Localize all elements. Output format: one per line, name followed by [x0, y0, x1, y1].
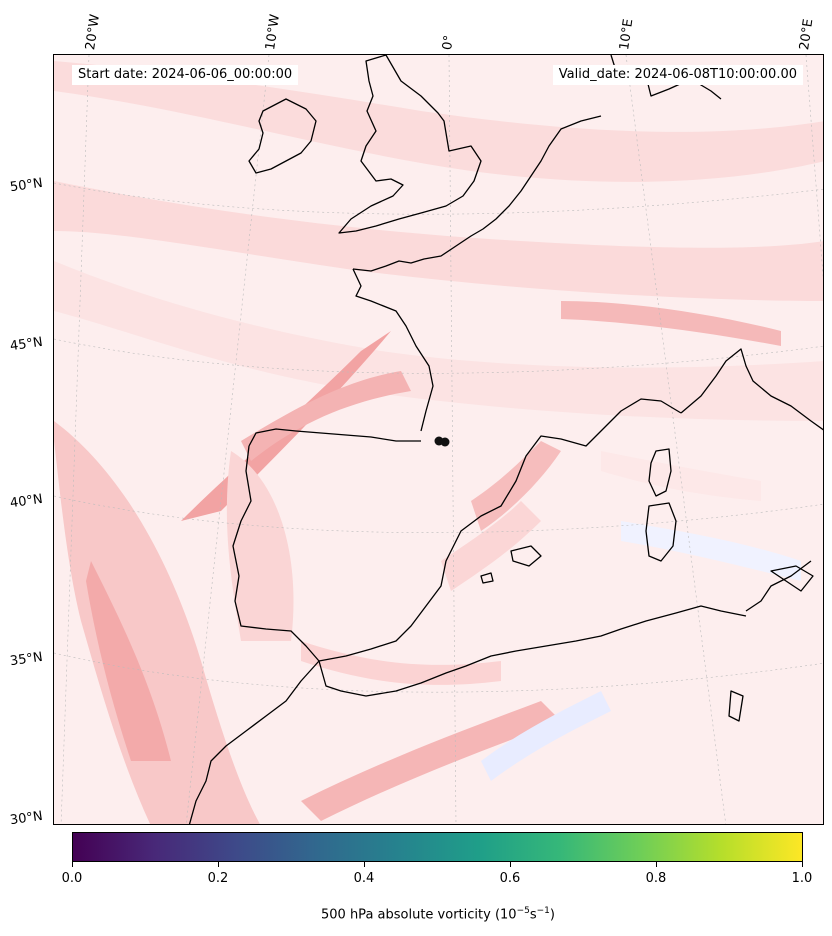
colorbar-tick-label: 0.0 — [61, 871, 83, 886]
lon-label-20w: 20°W — [83, 13, 103, 51]
vorticity-field — [54, 55, 823, 824]
colorbar-tick — [218, 862, 219, 867]
station-marker — [434, 436, 450, 447]
lat-label-45n: 45°N — [9, 334, 44, 355]
colorbar-tick — [802, 862, 803, 867]
colorbar — [72, 832, 803, 862]
lon-label-20e: 20°E — [797, 17, 817, 51]
colorbar-tick — [656, 862, 657, 867]
lat-label-40n: 40°N — [9, 491, 44, 512]
map-canvas — [54, 55, 823, 824]
valid-date-label: Valid_date: 2024-06-08T10:00:00.00 — [552, 65, 803, 85]
map-panel: Start date: 2024-06-06_00:00:00 Valid_da… — [53, 54, 824, 825]
lat-label-35n: 35°N — [9, 649, 44, 670]
lon-label-10w: 10°W — [263, 13, 283, 51]
colorbar-tick-label: 0.2 — [207, 871, 229, 886]
colorbar-tick-label: 1.0 — [791, 871, 813, 886]
graticule — [54, 55, 823, 824]
colorbar-tick — [72, 862, 73, 867]
lon-label-10e: 10°E — [617, 17, 637, 51]
start-date-label: Start date: 2024-06-06_00:00:00 — [72, 65, 299, 85]
colorbar-tick-label: 0.4 — [353, 871, 375, 886]
colorbar-tick-label: 0.6 — [499, 871, 521, 886]
lon-label-0: 0° — [440, 34, 458, 51]
colorbar-tick — [364, 862, 365, 867]
colorbar-tick-label: 0.8 — [645, 871, 667, 886]
lat-label-30n: 30°N — [9, 808, 44, 829]
colorbar-tick — [510, 862, 511, 867]
colorbar-title: 500 hPa absolute vorticity (10−5s−1) — [321, 906, 555, 923]
lat-label-50n: 50°N — [9, 175, 44, 196]
